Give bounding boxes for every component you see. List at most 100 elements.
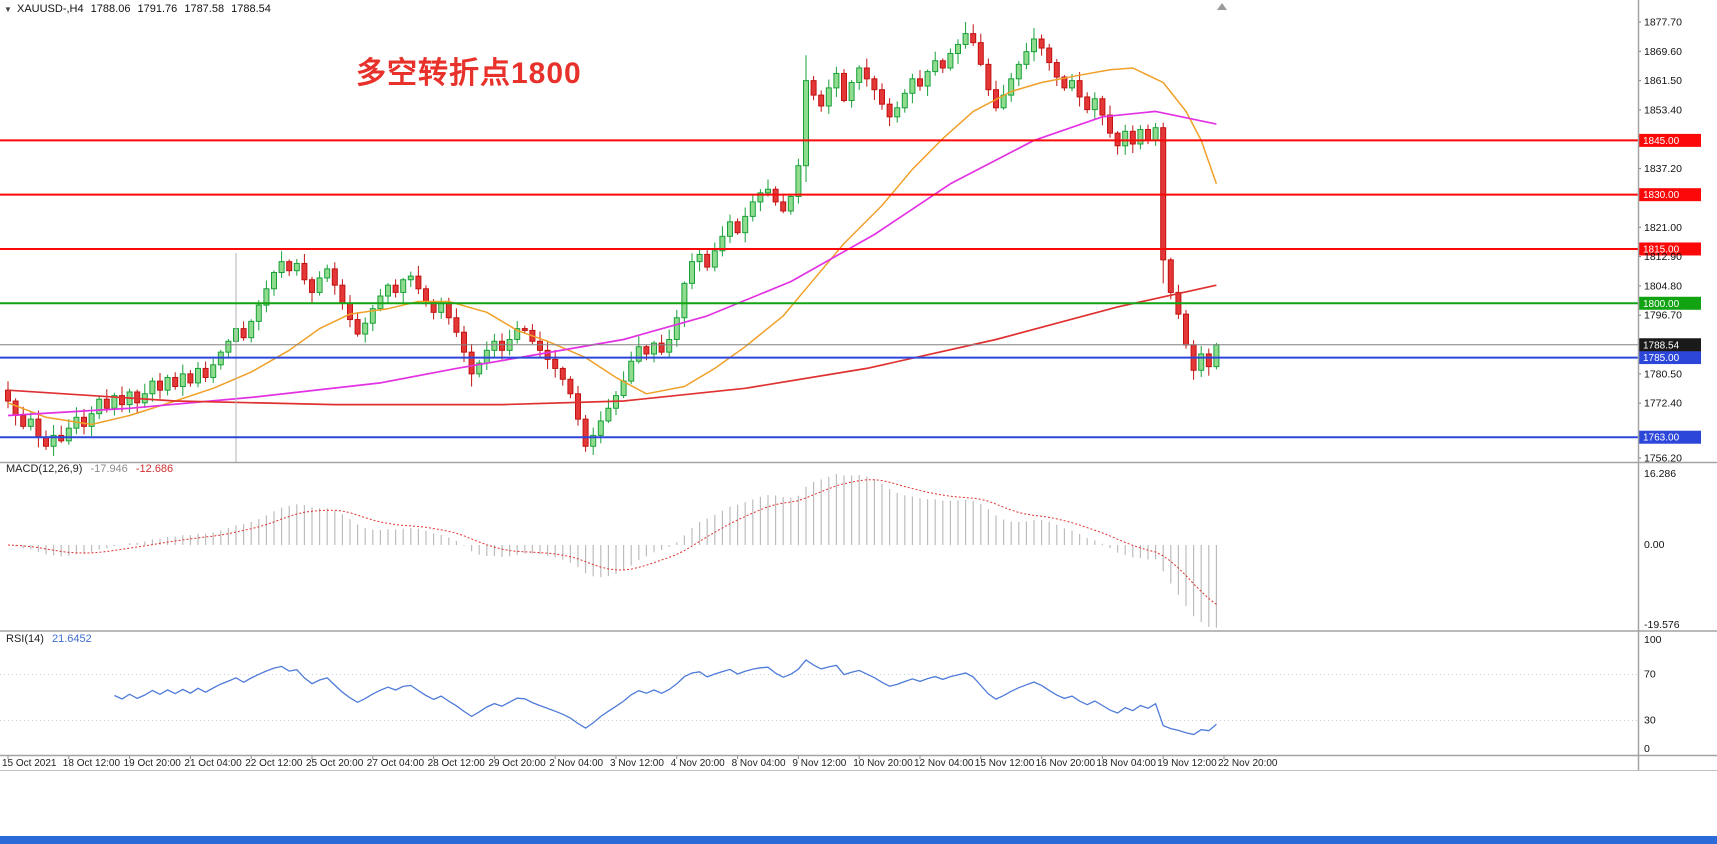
price-badge-label: 1785.00 — [1643, 353, 1680, 364]
candle-bull — [825, 87, 832, 107]
candle-bear — [734, 221, 741, 234]
candle-bull — [1122, 130, 1129, 147]
candle-bull — [719, 235, 726, 252]
ma-mid-magenta — [7, 110, 1217, 417]
candle-bull — [742, 215, 749, 234]
candle-bear — [286, 261, 293, 272]
candle-bear — [1084, 96, 1091, 111]
candle-bear — [81, 416, 87, 427]
candle-bull — [1008, 78, 1015, 96]
candle-bull — [848, 81, 855, 102]
ohlc-low: 1787.58 — [184, 3, 225, 15]
candle-bear — [1099, 98, 1106, 116]
candle-bull — [856, 67, 863, 83]
ohlc-marker-icon: ▼ — [4, 5, 12, 14]
candle-bear — [43, 436, 49, 447]
price-badge — [1639, 242, 1701, 256]
candle-bear — [1061, 76, 1068, 89]
candle-bear — [810, 80, 817, 96]
price-axis-label: 1877.70 — [1644, 17, 1682, 29]
time-axis-label: 28 Oct 12:00 — [428, 758, 486, 769]
candle-bull — [955, 43, 961, 54]
candle-bear — [461, 331, 467, 353]
candle-bull — [1152, 127, 1159, 141]
candle-bull — [491, 340, 498, 351]
candle-bear — [157, 380, 163, 391]
candle-bear — [301, 262, 308, 281]
candle-bull — [795, 165, 802, 197]
candle-bull — [65, 427, 72, 442]
price-badge — [1639, 133, 1701, 147]
candle-bear — [347, 302, 353, 321]
candle-bear — [12, 400, 19, 416]
chart-ohlc-header: ▼ XAUUSD-,H4 1788.06 1791.76 1787.58 178… — [4, 3, 275, 15]
rsi-name: RSI(14) — [6, 633, 44, 645]
candle-bear — [643, 346, 650, 355]
current-price-badge — [1639, 338, 1701, 352]
candle-bear — [658, 342, 665, 353]
price-badge — [1639, 188, 1701, 202]
candle-bull — [263, 288, 270, 306]
time-axis-label: 16 Nov 20:00 — [1036, 758, 1096, 769]
macd-signal-line — [7, 479, 1217, 605]
candle-bear — [537, 340, 543, 351]
candle-bull — [689, 261, 695, 284]
time-axis-label: 8 Nov 04:00 — [732, 758, 786, 769]
rsi-axis-label: 100 — [1644, 634, 1662, 646]
candle-bear — [886, 103, 893, 118]
time-axis-label: 22 Oct 12:00 — [245, 758, 303, 769]
time-axis-label: 27 Oct 04:00 — [367, 758, 425, 769]
price-axis-label: 1853.40 — [1644, 104, 1682, 116]
candle-bull — [757, 192, 764, 203]
time-axis-label: 21 Oct 04:00 — [184, 758, 242, 769]
candle-bull — [590, 434, 597, 447]
candle-bear — [1167, 259, 1174, 293]
time-axis-label: 10 Nov 20:00 — [853, 758, 913, 769]
price-badge — [1639, 430, 1701, 444]
candle-bear — [552, 358, 559, 369]
price-badge-label: 1845.00 — [1643, 136, 1680, 147]
candle-bull — [255, 304, 262, 322]
candle-bull — [369, 308, 376, 324]
time-axis-label: 15 Oct 2021 — [2, 758, 57, 769]
candle-bull — [803, 80, 809, 167]
candle-bull — [901, 92, 908, 109]
candle-bear — [35, 418, 42, 438]
candle-bear — [559, 367, 566, 380]
candle-bear — [339, 284, 346, 304]
candle-bull — [924, 71, 931, 87]
candle-bear — [415, 275, 422, 290]
macd-axis-zero: 0.00 — [1644, 539, 1665, 551]
macd-value-main: -17.946 — [90, 463, 128, 475]
candle-bull — [164, 376, 171, 391]
candle-bear — [392, 284, 399, 293]
ma-fast-orange — [7, 67, 1218, 426]
price-axis-label: 1812.90 — [1644, 251, 1682, 263]
candle-bull — [438, 302, 445, 313]
chart-shift-marker-icon — [1217, 3, 1227, 10]
candle-bull — [635, 346, 642, 362]
candle-bear — [704, 253, 711, 268]
candle-bull — [1069, 80, 1075, 89]
candle-bear — [871, 78, 878, 91]
macd-axis-max: 16.286 — [1644, 468, 1676, 480]
candle-bull — [407, 275, 414, 281]
annotation-text[interactable]: 多空转折点1800 — [356, 57, 582, 90]
symbol-period-label: XAUUSD-,H4 — [16, 3, 84, 15]
candle-bear — [1183, 313, 1189, 346]
candle-bull — [1031, 38, 1037, 53]
macd-indicator-label: MACD(12,26,9) -17.946 -12.686 — [6, 463, 178, 475]
price-badge-label: 1815.00 — [1643, 244, 1680, 255]
candle-bear — [468, 351, 475, 375]
candle-bull — [1091, 98, 1098, 111]
ohlc-high: 1791.76 — [137, 3, 178, 15]
candle-bull — [1137, 129, 1144, 145]
time-axis-label: 25 Oct 20:00 — [306, 758, 364, 769]
candle-bull — [27, 418, 34, 427]
candle-bear — [818, 94, 825, 107]
candle-bull — [597, 420, 604, 436]
candle-bull — [651, 342, 657, 355]
candle-bear — [977, 42, 984, 65]
candle-bear — [187, 373, 194, 384]
